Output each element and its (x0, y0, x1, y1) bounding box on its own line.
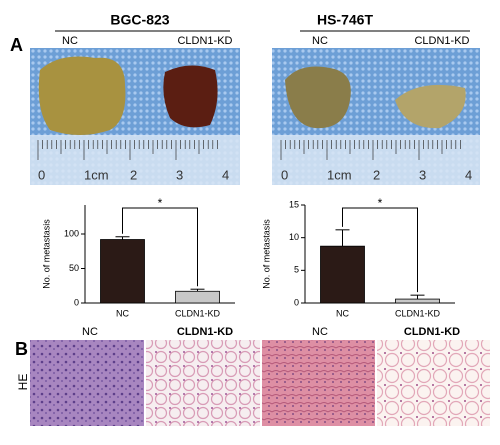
photo (30, 48, 240, 185)
ruler: 0 1cm 2 3 4 0 1cm 2 3 4 (37, 140, 472, 182)
bar (100, 239, 145, 304)
group-label: CLDN1-KD (414, 35, 469, 47)
x-tick-label: NC (116, 308, 129, 318)
x-tick-label: CLDN1-KD (395, 308, 441, 318)
error-bar (335, 229, 350, 247)
group-label: NC (312, 35, 328, 47)
error-bar (115, 236, 130, 240)
y-axis-label: No. of metastasis (261, 219, 271, 289)
ruler-label: 4 (222, 167, 229, 182)
bar (320, 245, 365, 304)
group-label: NC (62, 35, 78, 47)
y-tick-label: 0 (294, 297, 299, 307)
stain-label: HE (16, 374, 30, 391)
y-tick-label: 10 (289, 232, 299, 242)
group-label: CLDN1-KD (177, 326, 233, 338)
bar (395, 298, 440, 304)
x-tick-label: NC (336, 308, 349, 318)
x-tick-label: CLDN1-KD (175, 308, 221, 318)
panel-label: A (10, 35, 23, 55)
group-label: NC (312, 326, 328, 338)
significance-bracket (342, 207, 418, 293)
photo (272, 48, 480, 185)
ruler-label: 2 (373, 167, 380, 182)
group-label: NC (82, 326, 98, 338)
panel-label: B (15, 339, 28, 359)
y-axis-label: No. of metastasis (41, 219, 51, 289)
y-tick-label: 15 (289, 199, 299, 209)
y-tick-label: 100 (64, 228, 79, 238)
error-bar (190, 288, 205, 292)
ruler-label: 0 (281, 167, 288, 182)
ruler-label: 1cm (327, 167, 352, 182)
ruler-label: 2 (130, 167, 137, 182)
y-tick-label: 50 (69, 263, 79, 273)
y-tick-label: 0 (74, 297, 79, 307)
ruler-label: 3 (419, 167, 426, 182)
group-label: CLDN1-KD (404, 326, 460, 338)
column-title: HS-746T (317, 12, 373, 28)
bar (175, 290, 220, 304)
group-label: CLDN1-KD (177, 35, 232, 47)
ruler-label: 3 (176, 167, 183, 182)
micrographs (30, 340, 490, 426)
significance-label: * (378, 196, 383, 210)
y-tick-label: 5 (294, 265, 299, 275)
significance-bracket (122, 207, 198, 287)
column-title: BGC-823 (110, 12, 169, 28)
ruler-label: 0 (38, 167, 45, 182)
ruler-label: 1cm (84, 167, 109, 182)
error-bar (410, 294, 425, 300)
significance-label: * (158, 196, 163, 210)
ruler-label: 4 (465, 167, 472, 182)
